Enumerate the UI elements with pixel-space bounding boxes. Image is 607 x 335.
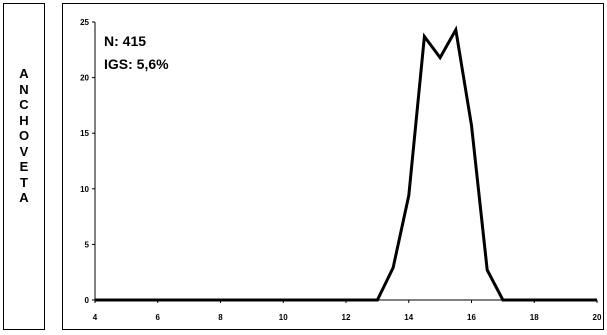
- x-tick-label: 4: [93, 313, 98, 322]
- frequency-line: [95, 25, 597, 302]
- x-tick-label: 14: [404, 313, 413, 322]
- x-tick-label: 6: [156, 313, 161, 322]
- species-label-letter: H: [19, 112, 29, 128]
- y-tick-label: 10: [80, 185, 89, 194]
- igs-annotation: IGS: 5,6%: [104, 56, 169, 72]
- chart-frame: [62, 3, 604, 330]
- y-tick-label: 15: [80, 129, 89, 138]
- species-label-letter: V: [19, 143, 29, 159]
- species-label-letter: O: [18, 128, 30, 143]
- x-tick-label: 20: [593, 313, 602, 322]
- y-tick-label: 0: [85, 296, 90, 305]
- species-label-letter: T: [20, 174, 28, 190]
- x-tick-label: 10: [279, 313, 288, 322]
- species-label-letter: A: [19, 190, 29, 205]
- species-label-letter: C: [19, 97, 29, 112]
- y-tick-label: 25: [80, 18, 89, 27]
- species-label-letter: N: [19, 81, 29, 97]
- species-label-letter: E: [19, 159, 29, 174]
- x-tick-label: 12: [342, 313, 351, 322]
- x-tick-label: 8: [218, 313, 223, 322]
- x-tick-label: 18: [530, 313, 539, 322]
- y-tick-label: 5: [85, 240, 90, 249]
- species-label-letter: A: [19, 66, 29, 81]
- sample-size-annotation: N: 415: [104, 33, 146, 49]
- y-tick-label: 20: [80, 74, 89, 83]
- x-tick-label: 16: [467, 313, 476, 322]
